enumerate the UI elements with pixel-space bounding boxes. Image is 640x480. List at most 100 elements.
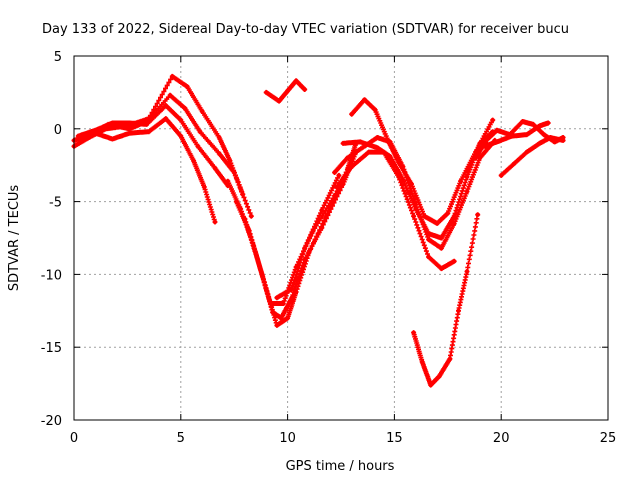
data-point <box>227 158 233 164</box>
data-point <box>419 359 425 364</box>
data-point <box>278 315 284 321</box>
grid-lines <box>74 56 608 420</box>
x-tick-label: 10 <box>279 431 296 446</box>
data-point <box>494 139 500 145</box>
data-point <box>494 128 500 133</box>
data-point <box>336 173 342 178</box>
data-point <box>524 149 530 155</box>
data-point <box>289 286 295 292</box>
data-point <box>490 117 495 123</box>
data-point <box>366 149 371 155</box>
data-point <box>499 173 504 178</box>
data-point <box>127 130 132 136</box>
y-axis-label: SDTVAR / TECUs <box>7 185 22 292</box>
data-point <box>340 141 346 146</box>
data-point <box>212 219 218 225</box>
x-tick-label: 15 <box>386 431 403 446</box>
data-point <box>484 138 489 143</box>
data-point <box>426 237 431 242</box>
data-point <box>477 141 483 146</box>
data-point <box>458 179 463 184</box>
data-point <box>285 315 290 321</box>
y-tick-label: -20 <box>41 414 62 429</box>
data-point <box>78 139 83 145</box>
data-point <box>387 139 393 145</box>
data-point <box>274 295 280 300</box>
y-tick-label: 0 <box>54 123 62 138</box>
x-tick-label: 5 <box>177 431 185 446</box>
data-point <box>413 202 418 207</box>
data-point <box>439 266 444 271</box>
series-sat-q <box>481 120 551 149</box>
data-point <box>345 155 350 161</box>
data-point <box>439 235 444 241</box>
data-point <box>163 116 169 121</box>
x-tick-label: 20 <box>493 431 510 446</box>
data-point <box>163 103 169 108</box>
data-point <box>178 117 183 123</box>
data-point <box>520 119 525 124</box>
data-point <box>212 165 218 171</box>
data-point <box>375 135 380 140</box>
data-point <box>332 193 337 198</box>
data-point <box>281 301 286 306</box>
axis-ticks: 0 5 10 15 20 25 5 0 -5 -10 -15 -20 <box>41 50 617 446</box>
x-tick-label: 25 <box>600 431 617 446</box>
data-point <box>531 122 536 127</box>
data-point <box>481 144 487 149</box>
series-sat-o <box>473 119 566 161</box>
data-point <box>426 254 431 260</box>
data-point <box>437 374 442 379</box>
data-point <box>509 133 515 139</box>
data-point <box>362 144 367 149</box>
data-point <box>110 120 115 126</box>
data-point <box>452 259 457 264</box>
data-point <box>217 151 222 156</box>
data-point <box>422 213 427 219</box>
data-point <box>182 106 188 111</box>
data-point <box>270 310 275 315</box>
data-point <box>400 177 406 182</box>
data-point <box>127 126 132 131</box>
data-point <box>225 179 230 184</box>
y-tick-label: -15 <box>41 341 62 356</box>
data-point <box>234 199 239 204</box>
plot-frame <box>73 55 609 421</box>
data-point <box>473 155 478 161</box>
x-axis-label: GPS time / hours <box>286 459 395 474</box>
data-point <box>319 225 324 231</box>
data-point <box>541 132 547 137</box>
data-point <box>447 356 453 362</box>
data-point <box>242 216 248 222</box>
series-sat-m <box>334 149 457 272</box>
chart-title: Day 133 of 2022, Sidereal Day-to-day VTE… <box>42 22 569 37</box>
data-point <box>264 90 269 95</box>
data-point <box>93 130 98 136</box>
data-point <box>464 269 470 274</box>
data-point <box>110 136 115 142</box>
data-point <box>146 129 151 134</box>
data-point <box>349 164 354 169</box>
data-point <box>434 221 440 226</box>
data-point <box>475 212 480 217</box>
series-sat-h <box>274 172 342 301</box>
data-point <box>411 330 416 335</box>
data-point <box>178 133 183 139</box>
data-point <box>381 149 386 155</box>
data-point <box>285 88 290 94</box>
data-point <box>456 308 461 313</box>
series-sat-c <box>75 103 231 189</box>
data-point <box>428 382 433 388</box>
data-point <box>195 144 201 149</box>
data-point <box>76 133 81 139</box>
data-point <box>332 170 337 175</box>
data-point <box>319 208 324 213</box>
data-point <box>396 174 401 180</box>
data-point <box>375 145 380 150</box>
series-sat-n <box>411 212 481 388</box>
y-tick-label: 5 <box>54 50 62 65</box>
data-point <box>545 120 551 126</box>
series-markers <box>274 172 342 301</box>
data-point <box>358 139 363 145</box>
data-point <box>302 87 307 92</box>
